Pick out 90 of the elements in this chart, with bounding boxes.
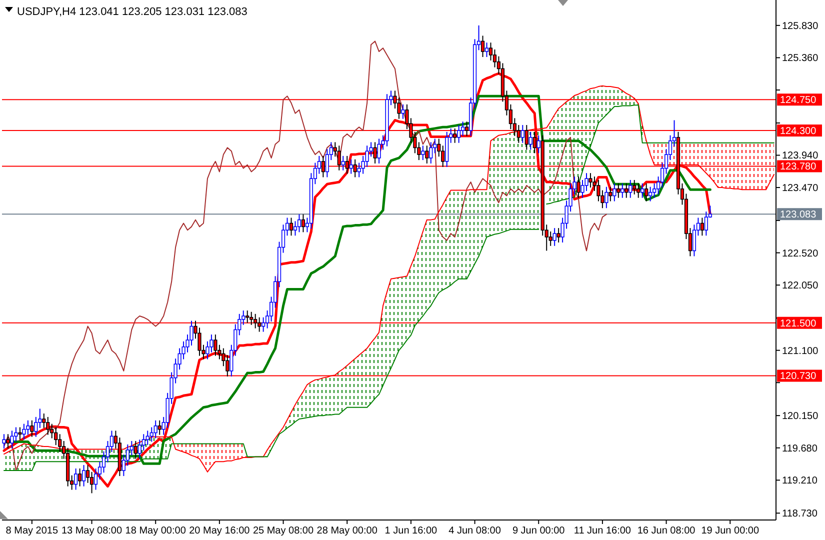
candlestick	[548, 230, 552, 246]
candlestick	[588, 172, 592, 188]
candlestick	[620, 182, 624, 198]
candlestick	[704, 211, 708, 236]
y-tick-label: 122.050	[782, 280, 819, 292]
candlestick	[301, 214, 306, 233]
ref-line-label: 121.500	[780, 318, 817, 330]
candlestick	[624, 182, 628, 198]
line-series	[3, 40, 607, 472]
candlestick	[528, 131, 532, 150]
candlestick	[457, 124, 461, 144]
y-tick-label: 119.210	[782, 476, 818, 487]
candlestick	[644, 182, 648, 202]
x-tick-label: 11 Jun 16:00	[574, 526, 632, 536]
candlestick	[648, 186, 652, 202]
ref-line-label: 124.750	[780, 95, 817, 106]
candlestick	[134, 440, 138, 460]
candlestick	[146, 430, 150, 446]
candlestick	[42, 413, 46, 428]
candlestick	[6, 434, 10, 450]
candlestick	[616, 182, 620, 198]
ref-line-label: 123.780	[780, 162, 817, 173]
x-tick-label: 28 May 00:00	[316, 526, 378, 536]
candlestick	[10, 430, 14, 450]
y-tick-label: 119.680	[782, 443, 818, 454]
candlestick	[429, 142, 433, 164]
candlestick	[480, 35, 485, 58]
candlestick	[652, 182, 656, 198]
candlestick	[214, 334, 218, 356]
y-tick-label: 123.940	[782, 150, 819, 162]
candlestick	[632, 179, 636, 195]
candlestick	[608, 186, 612, 202]
candlestick	[373, 142, 377, 164]
candlestick	[425, 145, 429, 164]
x-tick-label: 4 Jun 08:00	[448, 526, 502, 536]
candlestick	[18, 426, 22, 440]
x-tick-label: 18 May 00:00	[125, 526, 186, 536]
candlestick	[34, 416, 38, 438]
x-tick-label: 25 May 08:00	[252, 526, 314, 536]
candlestick	[154, 420, 158, 439]
y-tick-label: 123.470	[782, 183, 819, 194]
candlestick	[289, 217, 294, 236]
ref-line-label: 123.083	[780, 210, 817, 221]
candlestick	[401, 104, 405, 120]
y-tick-label: 125.360	[782, 53, 819, 64]
candlestick	[54, 426, 58, 446]
y-tick-label: 122.520	[782, 248, 819, 260]
candlestick	[377, 138, 381, 164]
candlestick	[552, 228, 556, 246]
candlestick	[536, 134, 540, 154]
candlestick	[636, 182, 640, 198]
candlestick	[341, 155, 345, 171]
candlestick	[78, 468, 82, 487]
candlestick	[576, 176, 580, 198]
candlestick	[158, 420, 162, 436]
candlestick	[82, 464, 86, 487]
candlestick	[349, 158, 353, 174]
y-tick-label: 125.830	[782, 20, 819, 32]
candlestick	[26, 420, 30, 436]
y-tick-label: 118.730	[782, 508, 818, 520]
ref-line-label: 120.730	[780, 371, 817, 382]
candlestick	[74, 468, 78, 490]
y-tick-label: 120.150	[782, 411, 819, 422]
x-tick-label: 1 Jun 16:00	[384, 526, 438, 536]
candlestick	[86, 464, 90, 484]
candlestick	[556, 228, 560, 243]
x-tick-label: 16 Jun 08:00	[637, 526, 696, 536]
x-tick-label: 19 Jun 00:00	[701, 526, 760, 536]
x-tick-label: 8 May 2015	[6, 526, 58, 536]
x-tick-label: 13 May 08:00	[61, 526, 122, 536]
candlestick	[142, 434, 146, 452]
candlestick	[700, 217, 704, 236]
candlestick	[612, 182, 616, 202]
text: USDJPY,H4 123.041 123.205 123.031 123.083	[17, 6, 248, 18]
candlestick	[604, 186, 608, 209]
candlestick	[628, 179, 632, 198]
ref-line-label: 124.300	[780, 126, 817, 138]
candlestick	[640, 182, 644, 198]
candlestick	[484, 42, 489, 58]
x-tick-label: 20 May 16:00	[189, 526, 250, 536]
y-tick-label: 121.100	[782, 346, 819, 357]
candlestick	[365, 145, 369, 168]
candlestick	[520, 124, 524, 144]
candlestick	[262, 316, 266, 332]
candlestick	[46, 416, 50, 436]
candlestick	[421, 145, 425, 161]
candlestick	[22, 423, 26, 440]
candlestick	[30, 420, 34, 438]
candlestick	[297, 214, 302, 233]
x-tick-label: 9 Jun 00:00	[512, 526, 566, 536]
